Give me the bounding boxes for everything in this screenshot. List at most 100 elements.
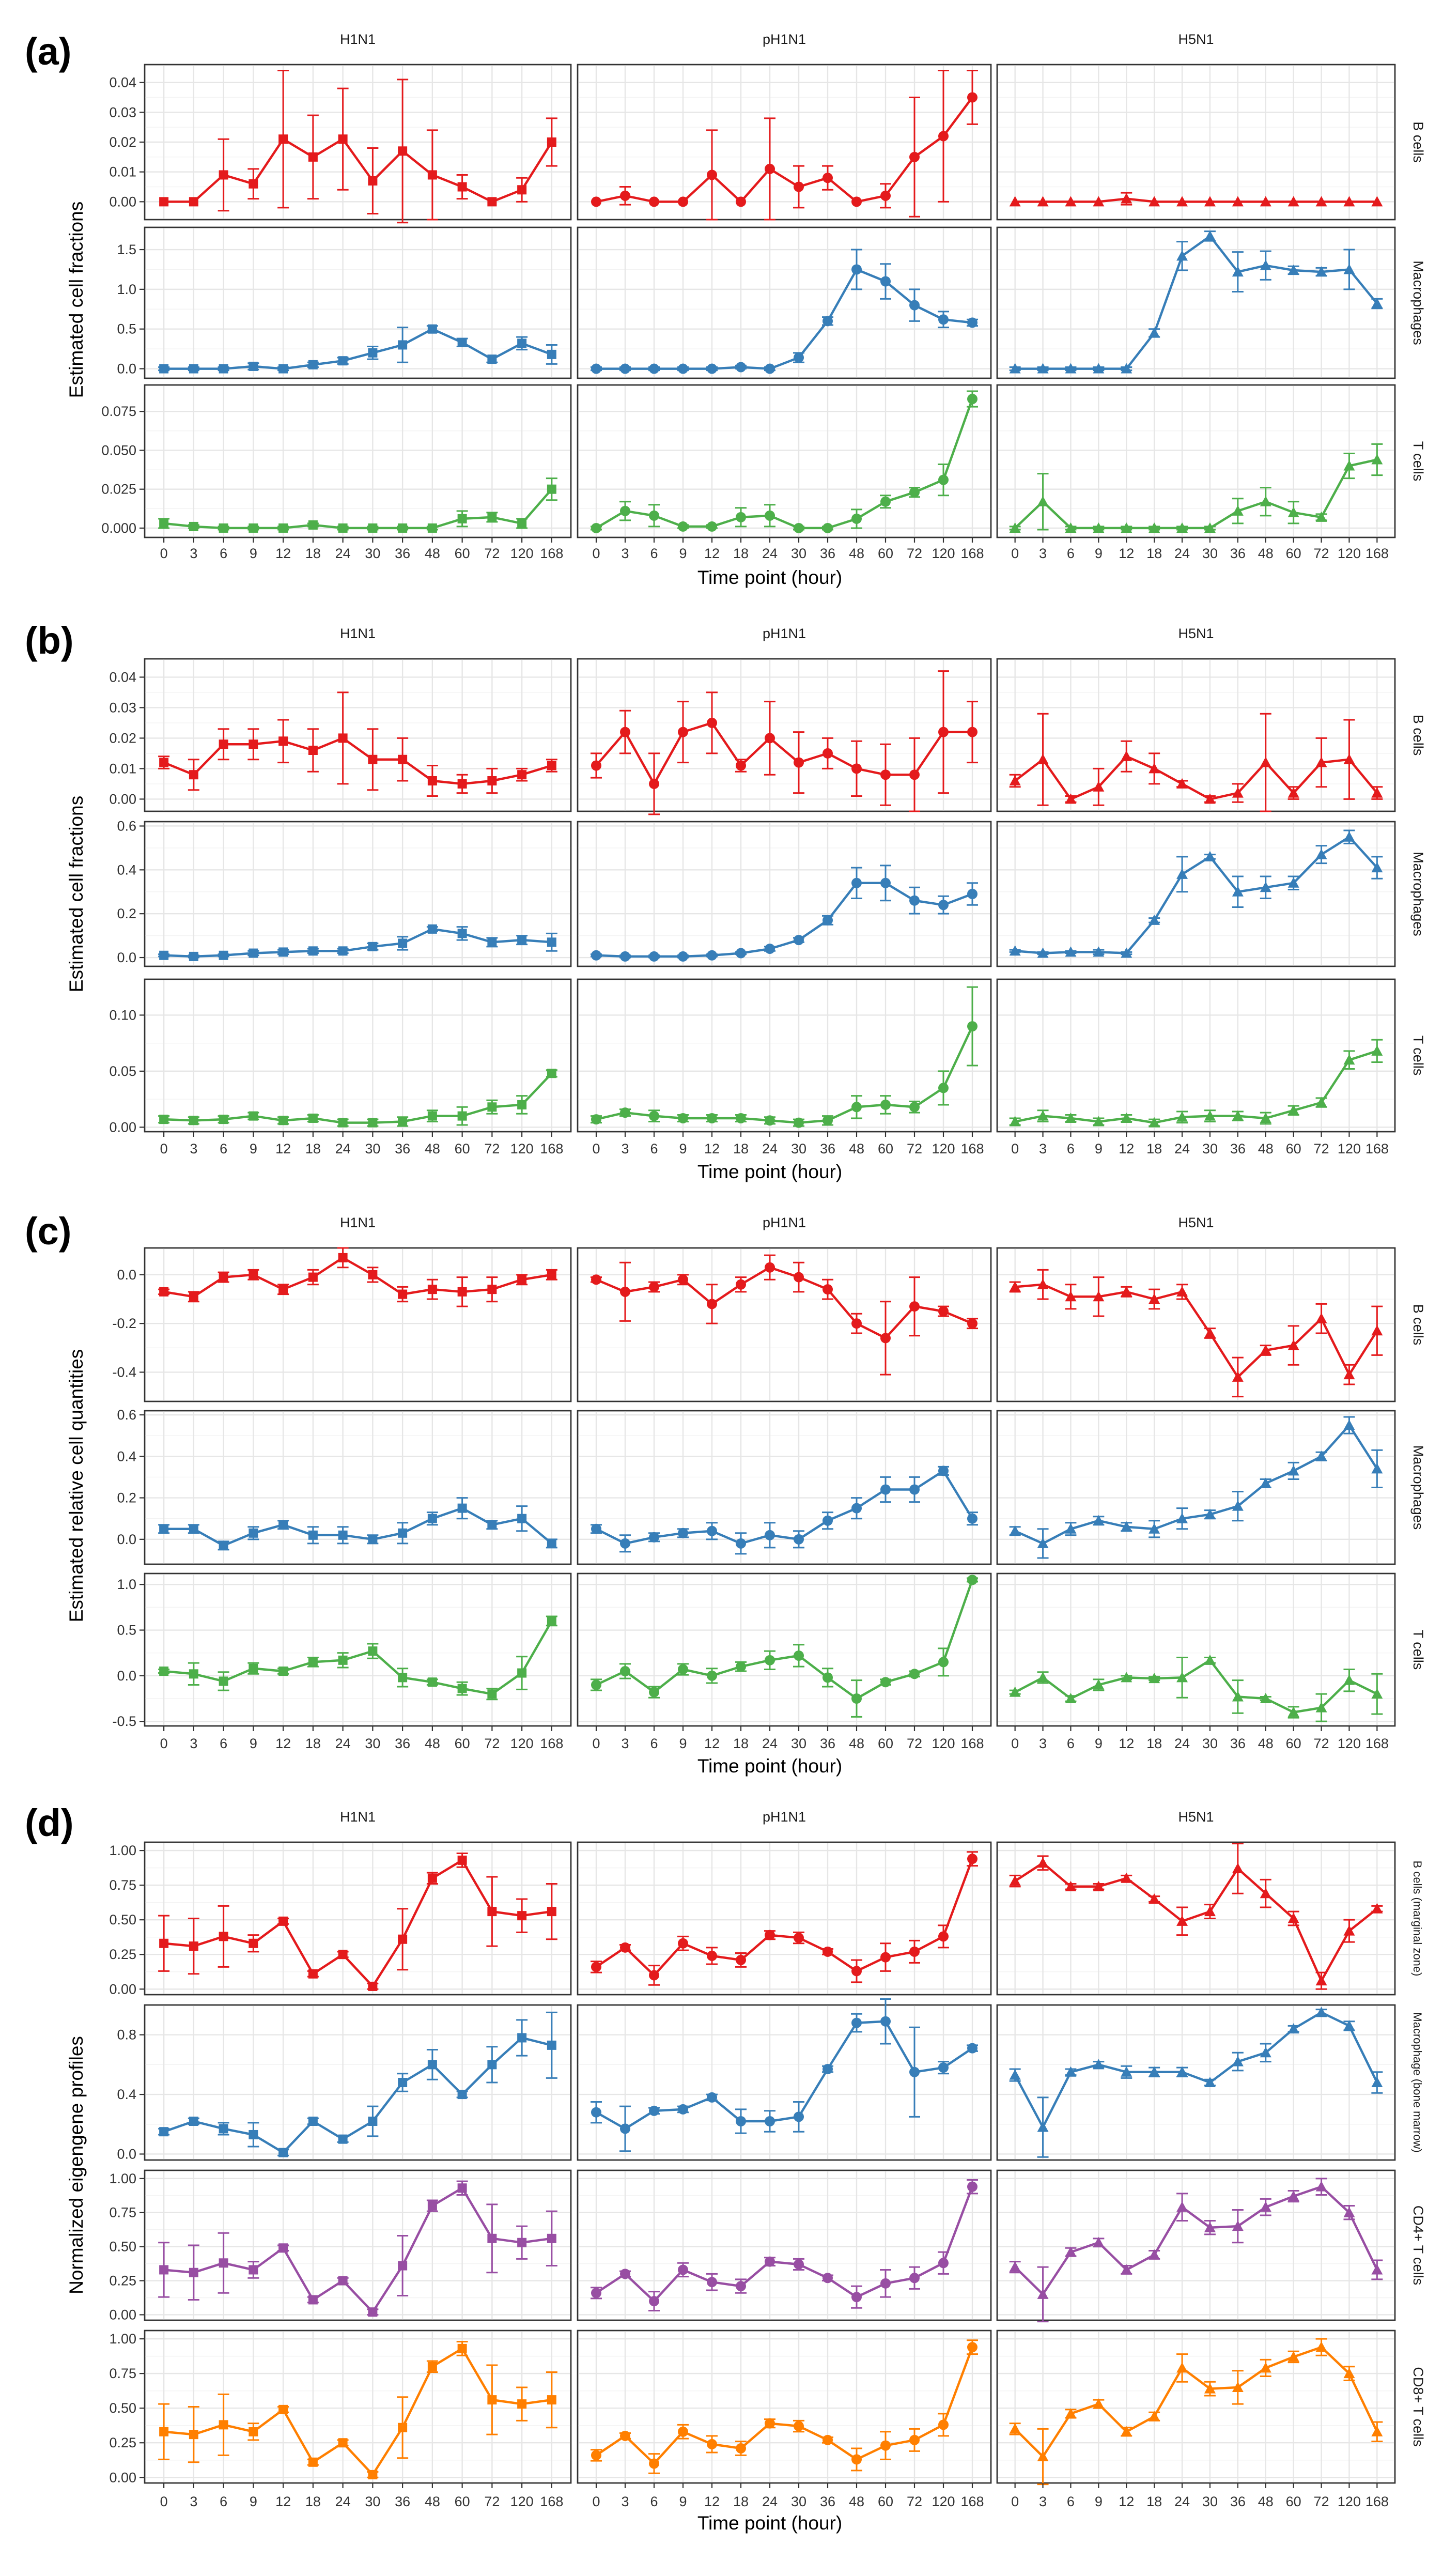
data-point — [938, 900, 949, 911]
data-point — [678, 363, 688, 374]
series-line-h1n1 — [163, 488, 553, 530]
panel-border — [996, 1841, 1396, 1996]
x-tick-label: 18 — [305, 546, 321, 561]
data-point — [338, 2134, 348, 2144]
panel-row-b-cells-marginal-zone-h5n1 — [996, 1841, 1396, 1996]
data-point — [823, 2273, 833, 2284]
panel-background — [577, 1572, 992, 1727]
data-point — [1065, 522, 1077, 533]
data-point — [938, 1657, 949, 1668]
data-point — [1371, 298, 1383, 308]
panel-row-cd8-t-cells-ph1n1 — [577, 2330, 992, 2484]
data-point — [219, 364, 228, 374]
panel-row-macrophages-h1n1 — [144, 821, 572, 967]
data-point — [880, 276, 891, 287]
panel-row-macrophages-h5n1 — [996, 821, 1396, 967]
data-point — [189, 197, 198, 207]
data-point — [1204, 1508, 1216, 1519]
panel-border — [144, 1247, 572, 1402]
x-tick-label: 168 — [1366, 1736, 1389, 1751]
row-strip-label: Macrophage (bone marrow) — [1411, 2012, 1424, 2152]
figure-panel-label: (b) — [25, 619, 74, 662]
data-point — [308, 520, 318, 530]
data-point — [189, 2268, 198, 2277]
data-point — [1093, 1291, 1105, 1302]
data-point — [1093, 196, 1105, 207]
data-point — [909, 2273, 920, 2284]
x-tick-label: 12 — [275, 1736, 291, 1751]
x-tick-label: 0 — [592, 546, 600, 561]
panel-row-t-cells-h5n1 — [996, 978, 1396, 1133]
x-tick-label: 60 — [878, 546, 893, 561]
data-point — [938, 2258, 949, 2269]
data-point — [1009, 2423, 1021, 2434]
data-point — [1093, 2398, 1105, 2409]
data-point — [1009, 522, 1021, 533]
panel-background — [996, 821, 1396, 967]
data-point — [880, 877, 891, 888]
x-tick-label: 168 — [1366, 2494, 1389, 2509]
data-point — [880, 2440, 891, 2451]
x-tick-label: 3 — [190, 546, 197, 561]
chart-a: (a) Estimated cell fractions H1N1 pH1N1 H5N1… — [25, 30, 1426, 588]
panel-border — [996, 1247, 1396, 1402]
data-point — [1065, 946, 1077, 957]
data-point — [487, 512, 497, 522]
data-point — [938, 1931, 949, 1942]
row-strip-label: B cells — [1410, 121, 1426, 163]
data-point — [1037, 2288, 1049, 2299]
row-strip-label: CD8+ T cells — [1410, 2367, 1426, 2446]
data-point — [547, 484, 556, 494]
data-point — [1121, 522, 1132, 533]
y-axis-title: Estimated relative cell quantities — [66, 1349, 87, 1623]
data-point — [620, 1666, 630, 1677]
data-point — [1176, 522, 1188, 533]
x-axis-title: Time point (hour) — [697, 567, 842, 588]
column-title-h1n1: H1N1 — [340, 626, 376, 641]
panel-background — [996, 384, 1396, 538]
y-tick-label: 0.025 — [101, 482, 136, 497]
x-tick-label: 36 — [395, 1141, 410, 1156]
y-tick-label: 0.4 — [117, 862, 136, 877]
x-tick-label: 3 — [190, 2494, 197, 2509]
data-point — [823, 1946, 833, 1957]
x-tick-label: 0 — [160, 546, 168, 561]
data-point — [159, 1287, 169, 1297]
data-point — [368, 2307, 378, 2317]
data-point — [1371, 862, 1383, 873]
panel-background — [996, 978, 1396, 1133]
panel-row-t-cells-ph1n1 — [577, 1572, 992, 1727]
panel-border — [577, 2169, 992, 2321]
data-point — [591, 196, 601, 207]
data-point — [1149, 1893, 1160, 1904]
panel-background — [996, 1572, 1396, 1727]
data-point — [1037, 1672, 1049, 1683]
x-tick-label: 60 — [878, 2494, 893, 2509]
y-tick-label: 0.00 — [109, 194, 136, 209]
data-point — [1260, 1112, 1271, 1123]
column-title-ph1n1: pH1N1 — [763, 1809, 806, 1825]
series-line-h5n1 — [1014, 2185, 1378, 2296]
figure-panel-label: (d) — [25, 1801, 74, 1844]
data-point — [620, 1107, 630, 1118]
x-tick-label: 30 — [365, 546, 380, 561]
data-point — [159, 950, 169, 960]
series-line-h5n1 — [1014, 458, 1377, 530]
data-point — [278, 947, 288, 957]
panel-border — [144, 226, 572, 379]
data-point — [1121, 1521, 1132, 1532]
data-point — [487, 2395, 497, 2405]
data-point — [678, 1528, 688, 1538]
data-point — [1093, 522, 1105, 533]
data-point — [1176, 868, 1188, 879]
data-point — [278, 1285, 288, 1294]
data-point — [517, 185, 527, 195]
data-point — [823, 1515, 833, 1526]
data-point — [1176, 1513, 1188, 1523]
column-title-h5n1: H5N1 — [1178, 1215, 1214, 1230]
data-point — [278, 2404, 288, 2414]
x-tick-label: 30 — [791, 1736, 806, 1751]
figure-panel-label: (c) — [25, 1210, 71, 1253]
x-tick-label: 72 — [907, 1141, 922, 1156]
data-point — [851, 264, 862, 275]
